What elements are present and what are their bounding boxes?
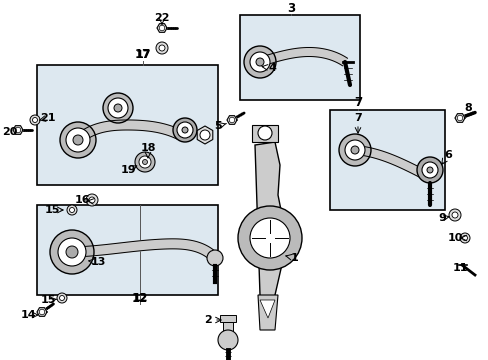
Circle shape <box>135 152 155 172</box>
Circle shape <box>258 126 271 140</box>
Circle shape <box>15 127 20 133</box>
Bar <box>240 15 359 100</box>
Polygon shape <box>223 322 232 332</box>
Circle shape <box>416 157 442 183</box>
Circle shape <box>86 194 98 206</box>
Circle shape <box>338 134 370 166</box>
Text: 18: 18 <box>140 143 156 153</box>
Circle shape <box>426 167 432 173</box>
Circle shape <box>256 58 264 66</box>
Circle shape <box>32 117 38 122</box>
Circle shape <box>89 197 95 203</box>
Polygon shape <box>258 295 278 330</box>
Text: 1: 1 <box>290 253 298 263</box>
Circle shape <box>249 218 289 258</box>
Text: 12: 12 <box>132 293 147 303</box>
Text: 16: 16 <box>74 195 90 205</box>
Circle shape <box>159 25 164 31</box>
Circle shape <box>66 128 90 152</box>
Text: 9: 9 <box>437 213 445 223</box>
Circle shape <box>73 135 83 145</box>
Text: 5: 5 <box>214 121 222 131</box>
Text: 15: 15 <box>44 205 60 215</box>
Polygon shape <box>72 239 218 261</box>
Circle shape <box>350 146 358 154</box>
Circle shape <box>462 235 467 240</box>
Polygon shape <box>251 125 278 142</box>
Text: 13: 13 <box>90 257 105 267</box>
Circle shape <box>448 209 460 221</box>
Polygon shape <box>260 300 274 318</box>
Text: 20: 20 <box>2 127 18 137</box>
Circle shape <box>159 45 164 51</box>
Circle shape <box>58 238 86 266</box>
Circle shape <box>244 46 275 78</box>
Text: 21: 21 <box>40 113 56 123</box>
Circle shape <box>218 330 238 350</box>
Text: 8: 8 <box>463 103 471 113</box>
Circle shape <box>114 104 122 112</box>
Circle shape <box>238 206 302 270</box>
Text: 17: 17 <box>135 49 151 62</box>
Circle shape <box>69 207 74 212</box>
Circle shape <box>206 250 223 266</box>
Text: 10: 10 <box>447 233 462 243</box>
Bar <box>37 65 218 185</box>
Circle shape <box>142 159 147 165</box>
Polygon shape <box>226 116 237 124</box>
Polygon shape <box>454 114 464 122</box>
Text: 15: 15 <box>40 295 56 305</box>
Bar <box>329 110 444 210</box>
Circle shape <box>249 52 269 72</box>
Circle shape <box>30 115 40 125</box>
Polygon shape <box>220 315 236 322</box>
Text: 19: 19 <box>120 165 136 175</box>
Text: 12: 12 <box>132 292 148 305</box>
Circle shape <box>60 296 64 301</box>
Circle shape <box>67 205 77 215</box>
Text: 7: 7 <box>353 96 361 109</box>
Circle shape <box>156 42 168 54</box>
Text: 22: 22 <box>154 13 169 23</box>
Polygon shape <box>37 308 47 316</box>
Text: 4: 4 <box>267 63 275 73</box>
Text: 11: 11 <box>451 263 467 273</box>
Bar <box>37 205 218 295</box>
Circle shape <box>39 309 45 315</box>
Polygon shape <box>254 142 285 315</box>
Circle shape <box>139 156 151 168</box>
Text: 3: 3 <box>286 1 294 14</box>
Text: 17: 17 <box>135 50 150 60</box>
Circle shape <box>66 246 78 258</box>
Circle shape <box>103 93 133 123</box>
Circle shape <box>57 293 67 303</box>
Circle shape <box>182 127 187 133</box>
Circle shape <box>60 122 96 158</box>
Circle shape <box>456 115 462 121</box>
Polygon shape <box>354 145 426 179</box>
Text: 14: 14 <box>20 310 36 320</box>
Text: 7: 7 <box>353 113 361 123</box>
Circle shape <box>200 130 209 140</box>
Circle shape <box>177 122 193 138</box>
Circle shape <box>345 140 364 160</box>
Polygon shape <box>258 48 347 66</box>
Circle shape <box>459 233 469 243</box>
Polygon shape <box>75 120 182 144</box>
Text: 6: 6 <box>443 150 451 160</box>
Text: 2: 2 <box>203 315 211 325</box>
Polygon shape <box>13 126 23 134</box>
Circle shape <box>421 162 437 178</box>
Polygon shape <box>157 24 167 32</box>
Circle shape <box>229 117 234 123</box>
Circle shape <box>108 98 128 118</box>
Circle shape <box>451 212 457 218</box>
Circle shape <box>173 118 197 142</box>
Circle shape <box>50 230 94 274</box>
